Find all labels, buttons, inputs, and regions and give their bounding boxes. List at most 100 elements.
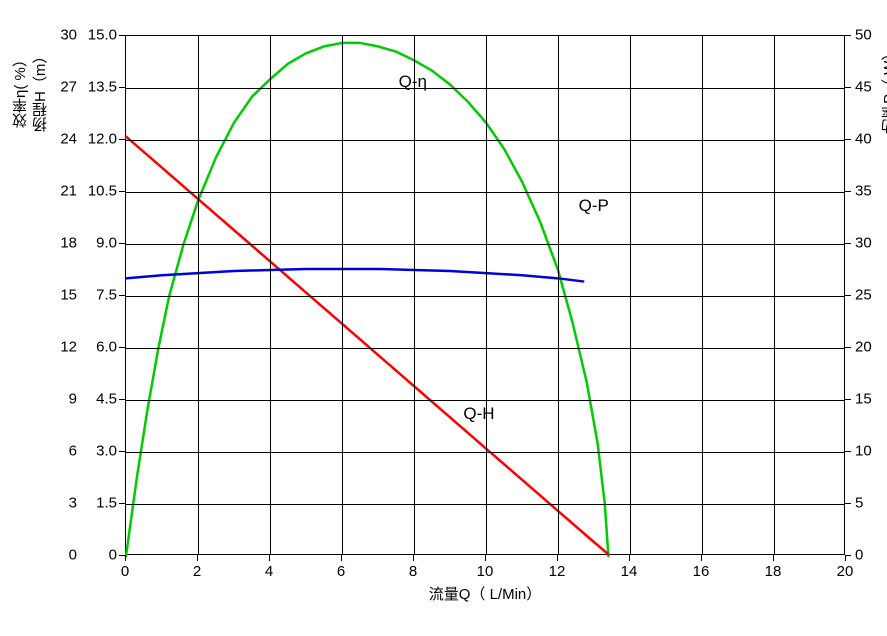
y-head-tick-label: 10.5 [88,183,117,200]
y-left-tick-mark [119,191,125,192]
gridline-vertical [630,36,631,554]
y-efficiency-tick-label: 0 [69,547,77,564]
y-right-tick-mark [845,139,851,140]
plot-area [125,35,845,555]
x-tick-mark [269,555,270,561]
x-axis-flow-label: 流量Q（ L/Min） [429,583,542,604]
y-power-tick-label: 20 [855,339,872,356]
y-head-tick-label: 13.5 [88,79,117,96]
y-right-tick-mark [845,243,851,244]
series-label-Q_eta: Q-η [399,72,427,92]
y-efficiency-tick-label: 12 [60,339,77,356]
x-tick-mark [485,555,486,561]
x-tick-label: 10 [477,563,494,580]
y-power-tick-label: 35 [855,183,872,200]
y-right-tick-mark [845,295,851,296]
x-tick-mark [701,555,702,561]
y-head-tick-label: 12.0 [88,131,117,148]
y-efficiency-tick-label: 27 [60,79,77,96]
y-left-tick-mark [119,503,125,504]
gridline-horizontal [126,452,844,453]
y-axis-head-label: 扬程H（m） [30,35,51,145]
y-head-tick-label: 1.5 [96,495,117,512]
y-right-tick-mark [845,191,851,192]
y-left-tick-mark [119,295,125,296]
x-tick-label: 14 [621,563,638,580]
y-left-tick-mark [119,87,125,88]
x-tick-mark [125,555,126,561]
gridline-vertical [198,36,199,554]
gridline-vertical [270,36,271,554]
x-tick-label: 0 [121,563,129,580]
y-right-tick-mark [845,503,851,504]
y-head-tick-label: 15.0 [88,27,117,44]
series-label-Q_P: Q-P [579,196,609,216]
y-axis-efficiency-label: 效率η( %） [10,35,31,145]
y-efficiency-tick-label: 21 [60,183,77,200]
y-head-tick-label: 9.0 [96,235,117,252]
series-label-Q_H: Q-H [463,404,494,424]
y-head-tick-label: 0 [109,547,117,564]
y-left-tick-mark [119,347,125,348]
y-right-tick-mark [845,35,851,36]
gridline-horizontal [126,244,844,245]
y-power-tick-label: 0 [855,547,863,564]
gridline-vertical [702,36,703,554]
y-efficiency-tick-label: 30 [60,27,77,44]
gridline-horizontal [126,88,844,89]
pump-curve-chart: 效率η( %） 扬程H（m） 功率P（ W） 流量Q（ L/Min） 02468… [0,0,887,636]
y-efficiency-tick-label: 24 [60,131,77,148]
series-Q_P [126,269,583,281]
y-right-tick-mark [845,347,851,348]
y-right-tick-mark [845,451,851,452]
x-tick-label: 4 [265,563,273,580]
y-left-tick-mark [119,451,125,452]
x-tick-label: 6 [337,563,345,580]
gridline-horizontal [126,296,844,297]
y-efficiency-tick-label: 6 [69,443,77,460]
x-tick-label: 12 [549,563,566,580]
y-power-tick-label: 40 [855,131,872,148]
y-power-tick-label: 45 [855,79,872,96]
x-tick-mark [341,555,342,561]
y-head-tick-label: 6.0 [96,339,117,356]
y-axis-power-label: 功率P（ W） [879,35,887,145]
y-power-tick-label: 50 [855,27,872,44]
x-tick-label: 8 [409,563,417,580]
gridline-horizontal [126,504,844,505]
x-tick-mark [413,555,414,561]
y-efficiency-tick-label: 18 [60,235,77,252]
x-tick-label: 20 [837,563,854,580]
y-head-tick-label: 4.5 [96,391,117,408]
x-tick-mark [197,555,198,561]
y-power-tick-label: 15 [855,391,872,408]
gridline-vertical [414,36,415,554]
y-left-tick-mark [119,399,125,400]
gridline-vertical [558,36,559,554]
y-power-tick-label: 25 [855,287,872,304]
y-left-tick-mark [119,555,125,556]
x-tick-mark [557,555,558,561]
y-left-tick-mark [119,35,125,36]
gridline-vertical [774,36,775,554]
y-efficiency-tick-label: 9 [69,391,77,408]
x-tick-label: 2 [193,563,201,580]
y-head-tick-label: 3.0 [96,443,117,460]
y-right-tick-mark [845,87,851,88]
y-left-tick-mark [119,243,125,244]
y-power-tick-label: 10 [855,443,872,460]
y-left-tick-mark [119,139,125,140]
x-tick-label: 18 [765,563,782,580]
x-tick-mark [629,555,630,561]
y-efficiency-tick-label: 3 [69,495,77,512]
gridline-vertical [342,36,343,554]
y-power-tick-label: 30 [855,235,872,252]
x-tick-label: 16 [693,563,710,580]
y-head-tick-label: 7.5 [96,287,117,304]
gridline-horizontal [126,400,844,401]
gridline-horizontal [126,140,844,141]
x-tick-mark [773,555,774,561]
y-efficiency-tick-label: 15 [60,287,77,304]
y-power-tick-label: 5 [855,495,863,512]
y-right-tick-mark [845,555,851,556]
